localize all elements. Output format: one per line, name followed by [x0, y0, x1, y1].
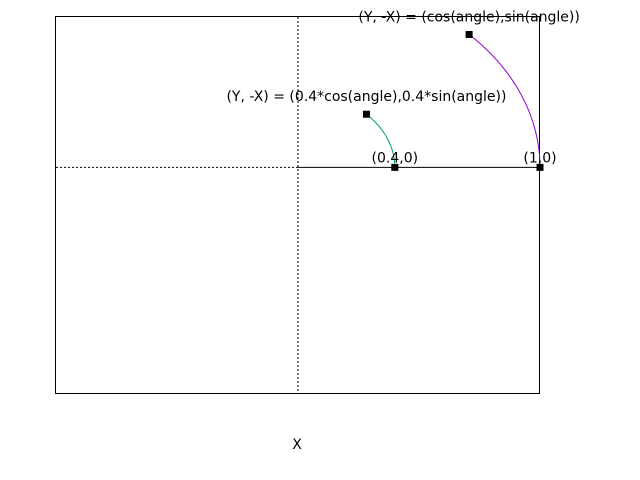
start-point-scaled	[391, 163, 399, 171]
start-point-unit	[536, 163, 544, 171]
plot-frame	[55, 16, 540, 394]
series-arc-unit	[468, 34, 541, 168]
series-label-unit: (Y, -X) = (cos(angle),sin(angle))	[358, 9, 579, 25]
point-label-scaled: (0.4,0)	[372, 150, 419, 166]
end-point-unit	[465, 30, 473, 38]
point-label-unit: (1,0)	[523, 150, 556, 166]
x-axis-label: X	[292, 437, 302, 453]
series-label-scaled: (Y, -X) = (0.4*cos(angle),0.4*sin(angle)…	[226, 89, 506, 105]
end-point-scaled	[362, 110, 370, 118]
series-arc-scaled	[366, 113, 396, 168]
